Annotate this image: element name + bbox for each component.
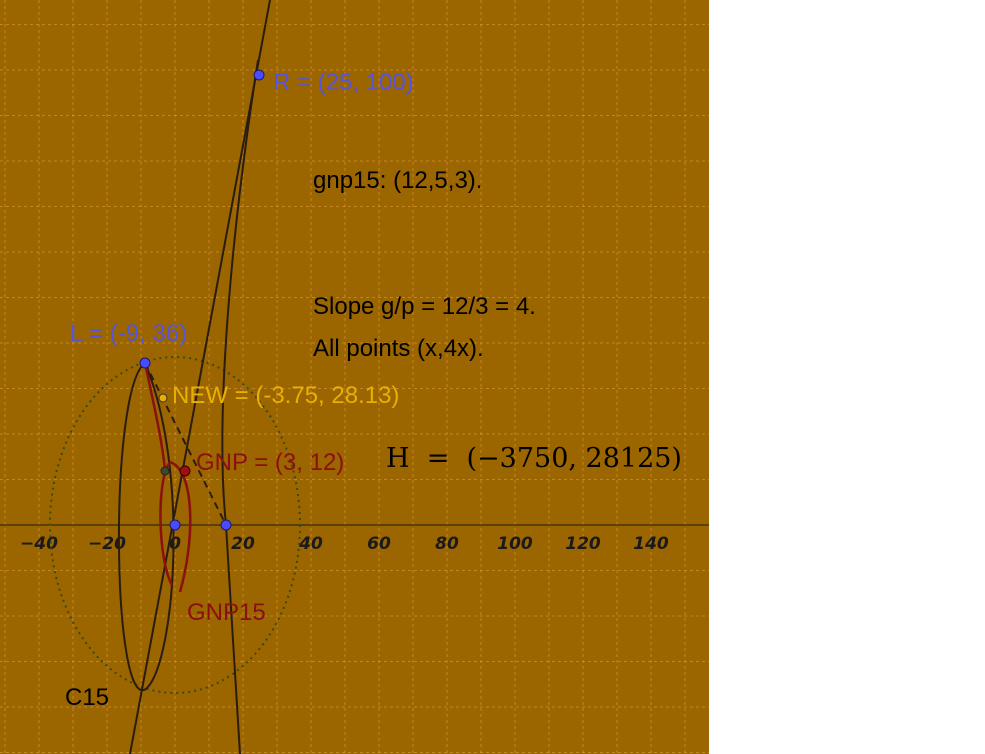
point-dark-green[interactable]	[160, 466, 170, 476]
x-tick-label: 100	[497, 534, 533, 554]
label-gnp15: GNP15	[187, 599, 266, 626]
x-axis-ticks: −40−200204060801001201401	[20, 534, 669, 554]
ellipse-c15	[117, 361, 175, 692]
graph-canvas[interactable]: −40−200204060801001201401 R = (25, 100) …	[0, 0, 709, 754]
dashed-segment	[144, 362, 227, 526]
label-l: L = (-9, 36)	[70, 320, 187, 347]
point-new[interactable]	[158, 393, 168, 403]
line-through-r	[129, 0, 271, 754]
x-tick-label: −40	[20, 534, 58, 554]
x-tick-label: −20	[88, 534, 126, 554]
point-l[interactable]	[139, 357, 151, 369]
text-h-coordinates: H = (−3750, 28125)	[386, 443, 682, 474]
x-tick-label: 60	[367, 534, 391, 554]
graphics-view[interactable]: −40−200204060801001201401 R = (25, 100) …	[0, 0, 709, 754]
point-r[interactable]	[253, 69, 265, 81]
gnp15-branch	[143, 362, 167, 471]
curve-through-r	[221, 59, 259, 754]
label-c15: C15	[65, 684, 109, 711]
text-slope: Slope g/p = 12/3 = 4.	[313, 293, 536, 320]
x-tick-label: 20	[231, 534, 255, 554]
grid	[0, 0, 709, 754]
label-new: NEW = (-3.75, 28.13)	[172, 382, 399, 409]
point-gnp[interactable]	[179, 465, 191, 477]
canvas-background	[0, 0, 709, 754]
x-tick-label: 80	[435, 534, 459, 554]
x-tick-label: 120	[565, 534, 601, 554]
label-r: R = (25, 100)	[273, 69, 414, 96]
x-tick-label: 140	[633, 534, 669, 554]
x-tick-label: 0	[169, 534, 181, 554]
text-all-points: All points (x,4x).	[313, 335, 484, 362]
text-gnp15: gnp15: (12,5,3).	[313, 167, 482, 194]
gnp15-curve-right	[169, 460, 192, 593]
point-origin[interactable]	[169, 519, 181, 531]
x-tick-label: 40	[298, 534, 323, 554]
label-gnp: GNP = (3, 12)	[196, 449, 344, 476]
point-x-intercept[interactable]	[220, 519, 232, 531]
dotted-circle	[49, 356, 301, 694]
